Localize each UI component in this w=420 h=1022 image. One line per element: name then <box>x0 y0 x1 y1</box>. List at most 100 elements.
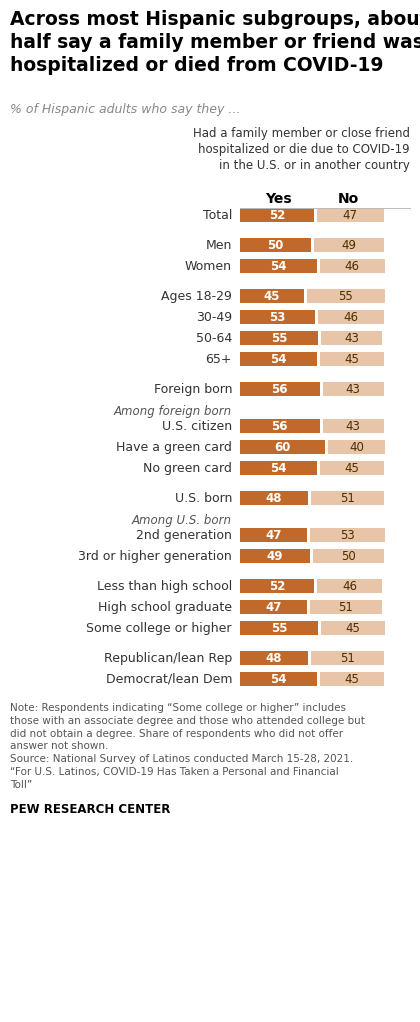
Bar <box>240 331 318 345</box>
Text: 53: 53 <box>270 311 286 324</box>
Text: 56: 56 <box>271 382 288 396</box>
Text: Ages 18-29: Ages 18-29 <box>161 289 232 303</box>
Bar <box>310 600 382 614</box>
Bar <box>240 289 304 303</box>
Bar <box>240 651 308 665</box>
Bar <box>312 549 383 563</box>
Text: 52: 52 <box>269 208 285 222</box>
Bar <box>320 461 383 475</box>
Text: 56: 56 <box>271 419 288 432</box>
Bar <box>240 672 317 686</box>
Text: Less than high school: Less than high school <box>97 579 232 593</box>
Bar <box>310 528 385 542</box>
Text: 54: 54 <box>270 353 286 366</box>
Text: 49: 49 <box>341 238 356 251</box>
Text: 51: 51 <box>339 601 353 613</box>
Bar <box>328 440 385 454</box>
Text: 51: 51 <box>340 492 355 505</box>
Text: 43: 43 <box>346 382 360 396</box>
Text: 55: 55 <box>339 289 353 303</box>
Bar <box>240 382 320 396</box>
Text: 48: 48 <box>266 651 282 664</box>
Bar <box>320 672 383 686</box>
Bar <box>240 419 320 433</box>
Text: 54: 54 <box>270 260 286 273</box>
Text: 65+: 65+ <box>205 353 232 366</box>
Text: Among U.S. born: Among U.S. born <box>132 513 232 526</box>
Text: Men: Men <box>206 238 232 251</box>
Text: 47: 47 <box>343 208 358 222</box>
Text: 49: 49 <box>267 550 283 562</box>
Bar <box>240 238 311 252</box>
Text: Yes: Yes <box>265 192 291 206</box>
Text: 50: 50 <box>267 238 284 251</box>
Text: 3rd or higher generation: 3rd or higher generation <box>78 550 232 562</box>
Bar <box>320 259 385 273</box>
Bar <box>240 549 310 563</box>
Text: 53: 53 <box>340 528 355 542</box>
Text: 46: 46 <box>344 311 358 324</box>
Bar <box>240 208 314 222</box>
Text: U.S. born: U.S. born <box>175 492 232 505</box>
Text: No green card: No green card <box>143 462 232 474</box>
Text: 47: 47 <box>265 601 281 613</box>
Text: 46: 46 <box>342 579 357 593</box>
Text: PEW RESEARCH CENTER: PEW RESEARCH CENTER <box>10 803 171 816</box>
Text: 45: 45 <box>344 353 359 366</box>
Text: Across most Hispanic subgroups, about
half say a family member or friend was
hos: Across most Hispanic subgroups, about ha… <box>10 10 420 75</box>
Bar <box>321 621 385 635</box>
Text: 45: 45 <box>264 289 280 303</box>
Text: 48: 48 <box>266 492 282 505</box>
Text: 40: 40 <box>349 440 364 454</box>
Bar <box>240 528 307 542</box>
Text: Have a green card: Have a green card <box>116 440 232 454</box>
Bar <box>240 579 314 593</box>
Text: 45: 45 <box>344 462 359 474</box>
Bar <box>240 491 308 505</box>
Bar <box>311 651 383 665</box>
Text: 30-49: 30-49 <box>196 311 232 324</box>
Bar <box>320 352 383 366</box>
Text: 47: 47 <box>265 528 281 542</box>
Text: Foreign born: Foreign born <box>153 382 232 396</box>
Bar <box>323 382 383 396</box>
Bar <box>240 600 307 614</box>
Text: 60: 60 <box>274 440 291 454</box>
Text: 55: 55 <box>271 331 287 344</box>
Text: Democrat/lean Dem: Democrat/lean Dem <box>105 672 232 686</box>
Bar <box>317 579 382 593</box>
Text: 45: 45 <box>344 672 359 686</box>
Text: Some college or higher: Some college or higher <box>87 621 232 635</box>
Bar <box>240 259 317 273</box>
Text: 50: 50 <box>341 550 355 562</box>
Text: 52: 52 <box>269 579 285 593</box>
Bar <box>314 238 383 252</box>
Text: 46: 46 <box>345 260 360 273</box>
Bar <box>323 419 383 433</box>
Text: Women: Women <box>185 260 232 273</box>
Bar <box>321 331 382 345</box>
Bar <box>240 440 325 454</box>
Text: 55: 55 <box>271 621 287 635</box>
Bar <box>307 289 385 303</box>
Text: Republican/lean Rep: Republican/lean Rep <box>104 651 232 664</box>
Text: 43: 43 <box>346 419 360 432</box>
Text: High school graduate: High school graduate <box>98 601 232 613</box>
Text: 2nd generation: 2nd generation <box>136 528 232 542</box>
Bar <box>240 621 318 635</box>
Text: Among foreign born: Among foreign born <box>114 405 232 418</box>
Text: Total: Total <box>202 208 232 222</box>
Text: 45: 45 <box>346 621 360 635</box>
Text: 43: 43 <box>344 331 359 344</box>
Text: No: No <box>337 192 359 206</box>
Text: Had a family member or close friend
hospitalized or die due to COVID-19
in the U: Had a family member or close friend hosp… <box>193 127 410 172</box>
Bar <box>318 310 383 324</box>
Text: Note: Respondents indicating “Some college or higher” includes
those with an ass: Note: Respondents indicating “Some colle… <box>10 703 365 790</box>
Text: U.S. citizen: U.S. citizen <box>162 419 232 432</box>
Text: 54: 54 <box>270 462 286 474</box>
Bar <box>311 491 383 505</box>
Text: 51: 51 <box>340 651 355 664</box>
Text: 50-64: 50-64 <box>196 331 232 344</box>
Bar <box>240 461 317 475</box>
Text: 54: 54 <box>270 672 286 686</box>
